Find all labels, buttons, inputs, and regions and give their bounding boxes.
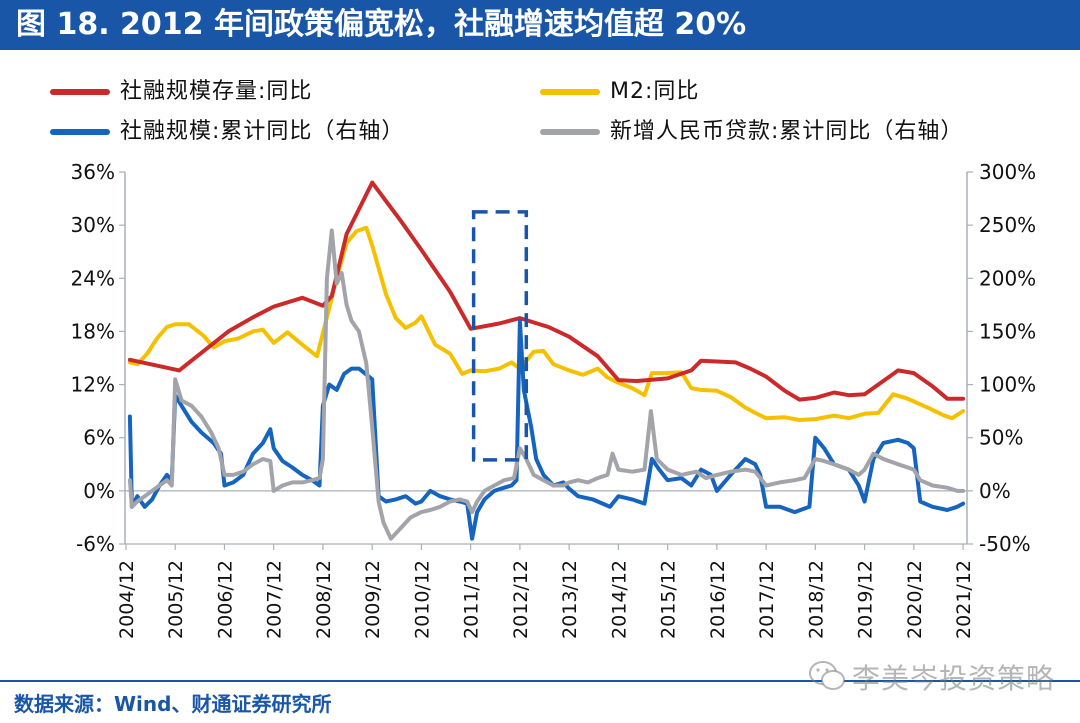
legend-label-tsf-flow: 社融规模:累计同比（右轴） [120, 119, 405, 144]
x-tick-label: 2005/12 [165, 560, 187, 639]
legend-swatch-red [50, 89, 110, 95]
legend-item-tsf-flow: 社融规模:累计同比（右轴） [50, 115, 520, 149]
x-tick-label: 2004/12 [116, 560, 138, 639]
chart-plot: -6% 0% 6% 12% 18% 24% 30% 36% -50% 0% 50% 100% 150% 2… [71, 160, 1037, 639]
x-tick-label: 2019/12 [855, 560, 877, 639]
y-right-tick-label: 50% [979, 426, 1023, 450]
highlight-box-2012 [471, 210, 529, 462]
legend-item-m2: M2:同比 [540, 75, 1010, 109]
legend-label-tsf-stock: 社融规模存量:同比 [120, 79, 313, 104]
x-tick-label: 2011/12 [461, 560, 483, 639]
legend-label-new-loans: 新增人民币贷款:累计同比（右轴） [610, 119, 964, 144]
x-tick-label: 2018/12 [805, 560, 827, 639]
legend-label-m2: M2:同比 [610, 79, 700, 104]
series-line-0 [127, 180, 966, 402]
source-divider [0, 680, 1080, 682]
series-layer [127, 180, 966, 541]
series-line-3 [127, 228, 966, 541]
wechat-icon [809, 661, 845, 690]
y-left-tick-label: 12% [71, 373, 115, 397]
y-right-tick-label: 0% [979, 479, 1011, 503]
y-left-tick-label: 6% [83, 426, 115, 450]
x-tick-label: 2017/12 [756, 560, 778, 639]
x-tick-label: 2007/12 [264, 560, 286, 639]
legend-swatch-yellow [540, 89, 600, 95]
y-left-tick-label: 24% [71, 266, 115, 290]
y-left-tick-label: -6% [76, 532, 115, 556]
y-right-tick-label: 200% [979, 266, 1036, 290]
x-tick-label: 2008/12 [313, 560, 335, 639]
y-right-tick-label: 100% [979, 373, 1036, 397]
series-line-1 [127, 225, 966, 422]
axes-layer [119, 171, 973, 550]
y-left-tick-label: 18% [71, 319, 115, 343]
y-right-tick-label: 150% [979, 319, 1036, 343]
y-right-tick-label: -50% [979, 532, 1031, 556]
x-tick-label: 2016/12 [707, 560, 729, 639]
x-tick-label: 2014/12 [608, 560, 630, 639]
x-tick-label: 2012/12 [510, 560, 532, 639]
x-tick-label: 2021/12 [953, 560, 975, 639]
watermark-text: 李美岑投资策略 [852, 662, 1056, 695]
x-tick-label: 2010/12 [411, 560, 433, 639]
x-tick-label: 2020/12 [904, 560, 926, 639]
x-tick-label: 2015/12 [658, 560, 680, 639]
legend-swatch-gray [540, 129, 600, 135]
x-tick-label: 2006/12 [214, 560, 236, 639]
legend-item-tsf-stock: 社融规模存量:同比 [50, 75, 520, 109]
chart-title: 图 18. 2012 年间政策偏宽松，社融增速均值超 20% [16, 7, 747, 42]
tick-label-layer: -6% 0% 6% 12% 18% 24% 30% 36% -50% 0% 50% 100% 150% 2… [71, 160, 1037, 639]
y-left-tick-label: 36% [71, 160, 115, 184]
legend-swatch-blue [50, 129, 110, 135]
y-left-tick-label: 0% [83, 479, 115, 503]
y-right-tick-label: 250% [979, 213, 1036, 237]
x-tick-label: 2009/12 [362, 560, 384, 639]
y-right-tick-label: 300% [979, 160, 1036, 184]
legend-item-new-loans: 新增人民币贷款:累计同比（右轴） [540, 115, 1040, 149]
y-left-tick-label: 30% [71, 213, 115, 237]
source-note: 数据来源：Wind、财通证券研究所 [14, 692, 332, 716]
x-tick-label: 2013/12 [559, 560, 581, 639]
chart-title-bar: 图 18. 2012 年间政策偏宽松，社融增速均值超 20% [0, 0, 1080, 50]
